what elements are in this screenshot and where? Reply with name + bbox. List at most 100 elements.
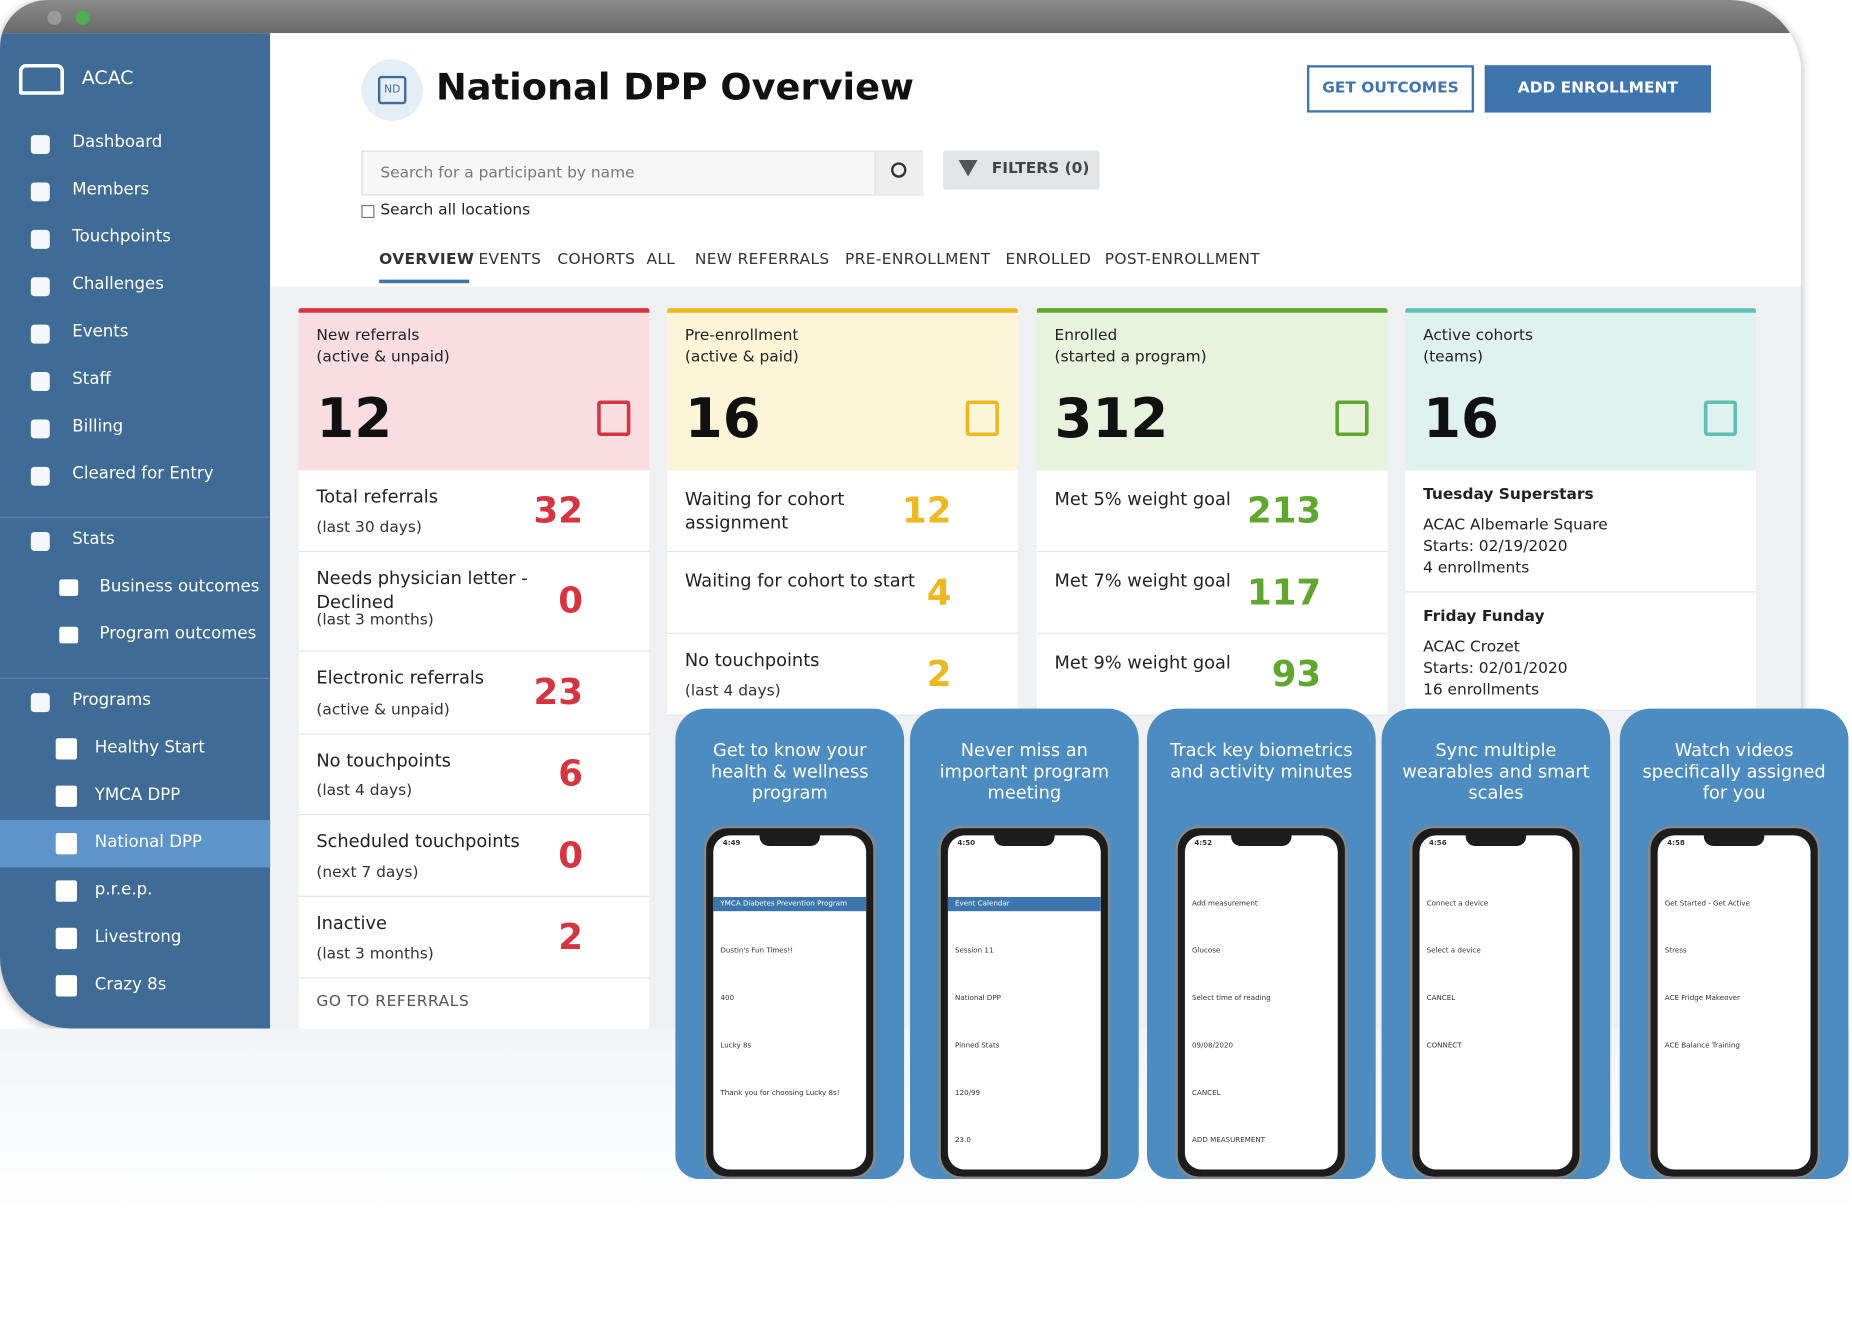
tab[interactable]: ALL [646, 251, 676, 269]
nav-item[interactable]: Staff [72, 369, 111, 389]
notch [1231, 832, 1292, 847]
cohort-location: ACAC Crozet [1423, 638, 1520, 657]
tab[interactable]: OVERVIEW [379, 251, 475, 269]
row-sub: (last 3 months) [316, 611, 434, 630]
screen-text: Lucky 8s [720, 1041, 752, 1050]
tab[interactable]: NEW REFERRALS [694, 251, 830, 269]
row-value: 0 [558, 834, 583, 877]
row-label: No touchpoints [684, 649, 820, 671]
card-row [298, 896, 650, 979]
button[interactable]: ADD ENROLLMENT [1484, 65, 1711, 113]
phone-screen: 4:58 Get Started - Get Active Stress ACE Fr… [1657, 835, 1811, 1170]
nav-section[interactable]: Stats [72, 529, 115, 549]
row-label: Met 9% weight goal [1054, 651, 1231, 674]
promo-caption: Sync multiple wearables and smart scales [1402, 739, 1590, 804]
cohort-starts: Starts: 02/01/2020 [1423, 659, 1568, 678]
screen-text: ACE Fridge Makeover [1664, 994, 1740, 1003]
nav-icon [59, 579, 79, 597]
screen-text: 09/08/2020 [1192, 1041, 1233, 1050]
screen-text: YMCA Diabetes Prevention Program [720, 899, 848, 908]
card-icon [597, 400, 631, 437]
screen-text: Select time of reading [1192, 994, 1271, 1003]
search-input[interactable]: Search for a participant by name [361, 150, 924, 196]
divider [0, 677, 271, 679]
nav-item[interactable]: p.r.e.p. [94, 880, 153, 900]
promo-caption: Get to know your health & wellness progr… [710, 739, 869, 804]
card-header [298, 312, 650, 471]
nav-item[interactable]: Billing [72, 417, 124, 437]
checkbox[interactable] [361, 204, 375, 219]
nav-item[interactable]: Healthy Start [94, 738, 205, 758]
nav-item[interactable]: Touchpoints [72, 227, 171, 247]
cohort-location: ACAC Albemarle Square [1423, 516, 1608, 535]
card-row [298, 815, 650, 897]
tab[interactable]: POST-ENROLLMENT [1104, 251, 1261, 269]
nav-icon [30, 372, 50, 392]
row-value: 6 [558, 753, 583, 796]
nav-item[interactable]: Dashboard [72, 132, 163, 152]
nav-item[interactable]: Business outcomes [99, 577, 260, 597]
screen-text: Select a device [1426, 946, 1481, 956]
screen-text: Get Started - Get Active [1664, 899, 1750, 908]
button[interactable]: GET OUTCOMES [1306, 65, 1475, 113]
nav-item[interactable]: Livestrong [94, 927, 182, 947]
nav-item[interactable]: Events [72, 322, 129, 342]
search-placeholder: Search for a participant by name [380, 164, 635, 183]
nav-item[interactable]: National DPP [94, 832, 202, 852]
screen-text: 120/99 [955, 1088, 981, 1098]
screen-text: CONNECT [1426, 1041, 1462, 1050]
nav-icon [30, 182, 50, 202]
card-title: Active cohorts [1423, 327, 1534, 345]
cohort-enrollments: 4 enrollments [1423, 559, 1530, 578]
screen-text: Session 11 [955, 946, 994, 956]
phone: 4:56 Connect a device Select a device CANCE… [1410, 825, 1582, 1179]
card-row [298, 734, 650, 816]
cohort-name: Tuesday Superstars [1423, 485, 1594, 504]
nav-item[interactable]: Crazy 8s [94, 975, 167, 995]
row-sub: (last 4 days) [316, 782, 413, 800]
promo-caption: Track key biometrics and activity minute… [1170, 739, 1353, 783]
screen-text: Thank you for choosing Lucky 8s! [720, 1088, 840, 1098]
notch [1703, 832, 1765, 847]
notch [1465, 832, 1527, 847]
screen-text: 4:52 [1194, 838, 1213, 848]
nav-item[interactable]: Members [72, 180, 150, 200]
row-label: Met 5% weight goal [1054, 488, 1231, 510]
tab-underline [379, 279, 470, 284]
cohort-name: Friday Funday [1423, 607, 1545, 626]
card-value: 312 [1054, 386, 1169, 451]
promo-panel: Watch videos specifically assigned for y… [1619, 708, 1849, 1179]
nav-icon [55, 738, 78, 760]
card-row [298, 651, 650, 735]
filters-button[interactable]: FILTERS (0) [943, 150, 1100, 190]
badge-circle: ND [361, 59, 424, 121]
nav-section[interactable]: Programs [72, 690, 151, 710]
screen-text: 4:50 [957, 838, 976, 848]
card-icon [965, 400, 999, 437]
phone-screen: 4:49 YMCA Diabetes Prevention Program Dust… [713, 835, 867, 1170]
card-top [667, 308, 1018, 313]
row-value: 12 [902, 489, 952, 532]
checkbox-label: Search all locations [380, 201, 531, 220]
tab[interactable]: COHORTS [557, 251, 636, 269]
promo-panel: Get to know your health & wellness progr… [675, 708, 905, 1179]
card-link[interactable]: GO TO REFERRALS [316, 992, 470, 1011]
nav-item[interactable]: Cleared for Entry [72, 464, 214, 484]
row-sub: (active & unpaid) [316, 701, 450, 720]
card-value: 12 [316, 386, 393, 451]
nav-item[interactable]: Challenges [72, 274, 164, 294]
card-header [1036, 312, 1388, 471]
row-sub: (last 30 days) [316, 518, 422, 537]
tab[interactable]: ENROLLED [1005, 251, 1092, 269]
row-value: 32 [533, 489, 583, 532]
screen-text: 4:58 [1667, 838, 1685, 848]
row-value: 2 [926, 653, 952, 695]
tab[interactable]: PRE-ENROLLMENT [845, 251, 991, 269]
nav-item[interactable]: YMCA DPP [94, 785, 181, 805]
card-top [1405, 308, 1757, 313]
row-label: Met 7% weight goal [1054, 569, 1231, 592]
nav-item[interactable]: Program outcomes [99, 624, 257, 644]
row-value: 4 [926, 571, 952, 614]
tab[interactable]: EVENTS [478, 251, 542, 269]
row-value: 117 [1246, 571, 1322, 614]
